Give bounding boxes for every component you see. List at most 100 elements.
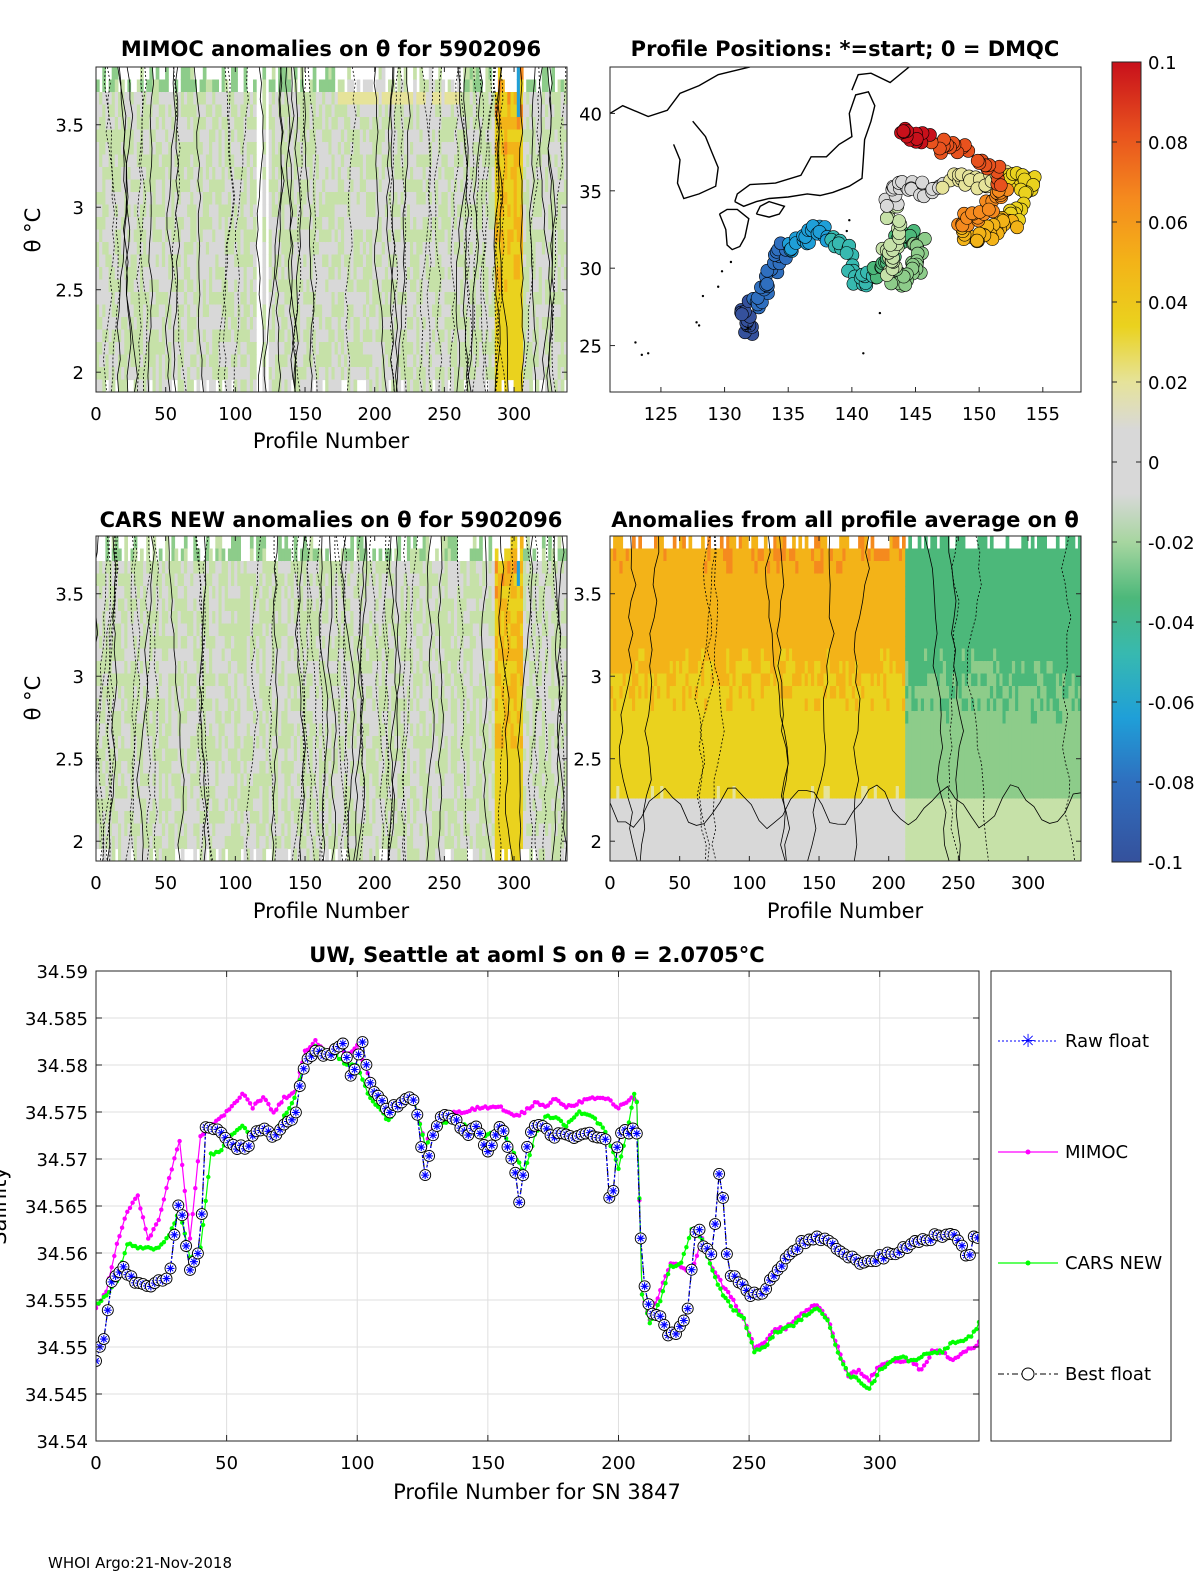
anomaly-cell <box>403 154 408 168</box>
anomaly-cell <box>507 154 511 168</box>
anomaly-cell <box>325 317 329 331</box>
anomaly-cell <box>400 79 405 93</box>
anomaly-cell <box>234 367 238 381</box>
anomaly-cell <box>234 267 238 281</box>
anomaly-cell <box>231 104 235 118</box>
anomaly-cell <box>224 648 229 662</box>
anomaly-cell <box>337 192 342 206</box>
anomaly-cell <box>397 279 402 293</box>
anomaly-cell <box>516 342 521 356</box>
anomaly-cell <box>410 304 414 318</box>
anomaly-cell <box>158 254 163 268</box>
anomaly-cell <box>249 179 254 193</box>
anomaly-cell <box>268 254 273 268</box>
anomaly-cell <box>187 798 191 812</box>
anomaly-cell <box>199 761 204 775</box>
anomaly-cell <box>171 798 176 812</box>
anomaly-cell <box>526 254 530 268</box>
anomaly-cell <box>224 342 229 356</box>
anomaly-cell <box>425 354 430 368</box>
anomaly-cell <box>155 354 160 368</box>
anomaly-cell <box>378 342 383 356</box>
anomaly-cell <box>146 104 150 118</box>
anomaly-cell <box>133 648 138 662</box>
anomaly-cell <box>136 811 141 825</box>
anomaly-cell <box>507 267 511 281</box>
anomaly-cell <box>510 117 515 131</box>
anomaly-cell <box>450 254 455 268</box>
anomaly-cell <box>180 573 185 587</box>
anomaly-cell <box>161 267 166 281</box>
anomaly-cell <box>243 292 248 306</box>
anomaly-cell <box>353 92 358 106</box>
anomaly-cell <box>337 354 342 368</box>
anomaly-cell <box>287 367 292 381</box>
anomaly-cell <box>161 748 166 762</box>
anomaly-cell <box>234 342 238 356</box>
anomaly-cell <box>96 179 100 193</box>
anomaly-cell <box>152 204 157 218</box>
anomaly-cell <box>127 736 132 750</box>
anomaly-cell <box>513 217 518 231</box>
anomaly-cell <box>353 154 358 168</box>
anomaly-cell <box>202 329 207 343</box>
anomaly-cell <box>378 117 383 131</box>
anomaly-cell <box>432 154 436 168</box>
anomaly-cell <box>209 661 213 675</box>
anomaly-cell <box>325 129 329 143</box>
anomaly-cell <box>366 254 370 268</box>
anomaly-cell <box>171 167 176 181</box>
anomaly-cell <box>485 342 490 356</box>
contour-line <box>293 67 307 392</box>
anomaly-cell <box>221 167 226 181</box>
anomaly-cell <box>557 292 562 306</box>
anomaly-cell <box>231 698 235 712</box>
anomaly-cell <box>479 92 483 106</box>
anomaly-cell <box>193 811 197 825</box>
anomaly-cell <box>315 167 320 181</box>
anomaly-cell <box>149 342 154 356</box>
anomaly-cell <box>400 167 405 181</box>
anomaly-cell <box>356 367 361 381</box>
anomaly-cell <box>111 179 116 193</box>
anomaly-cell <box>256 848 260 861</box>
anomaly-cell <box>322 142 326 156</box>
anomaly-cell <box>212 254 216 268</box>
anomaly-cell <box>133 561 138 575</box>
anomaly-cell <box>130 773 135 787</box>
anomaly-cell <box>312 67 317 81</box>
anomaly-cell <box>231 254 235 268</box>
anomaly-cell <box>309 217 314 231</box>
anomaly-cell <box>397 154 402 168</box>
anomaly-cell <box>557 304 562 318</box>
anomaly-cell <box>510 154 515 168</box>
anomaly-cell <box>237 661 241 675</box>
anomaly-cell <box>359 367 364 381</box>
anomaly-cell <box>249 823 254 837</box>
anomaly-cell <box>212 92 216 106</box>
anomaly-cell <box>526 104 530 118</box>
anomaly-cell <box>532 92 537 106</box>
anomaly-cell <box>306 129 311 143</box>
anomaly-cell <box>105 823 110 837</box>
anomaly-cell <box>124 686 128 700</box>
anomaly-cell <box>161 773 166 787</box>
anomaly-cell <box>384 142 389 156</box>
anomaly-cell <box>541 67 546 81</box>
anomaly-cell <box>482 254 486 268</box>
anomaly-cell <box>143 192 147 206</box>
anomaly-cell <box>202 304 207 318</box>
anomaly-cell <box>287 204 292 218</box>
anomaly-cell <box>303 204 307 218</box>
anomaly-cell <box>432 129 436 143</box>
anomaly-cell <box>180 267 185 281</box>
anomaly-cell <box>221 586 226 600</box>
anomaly-cell <box>246 723 251 737</box>
anomaly-cell <box>312 192 317 206</box>
anomaly-cell <box>136 848 141 861</box>
anomaly-cell <box>344 279 348 293</box>
anomaly-cell <box>193 79 197 93</box>
contour-line <box>467 67 483 392</box>
anomaly-cell <box>249 317 254 331</box>
anomaly-cell <box>441 179 446 193</box>
